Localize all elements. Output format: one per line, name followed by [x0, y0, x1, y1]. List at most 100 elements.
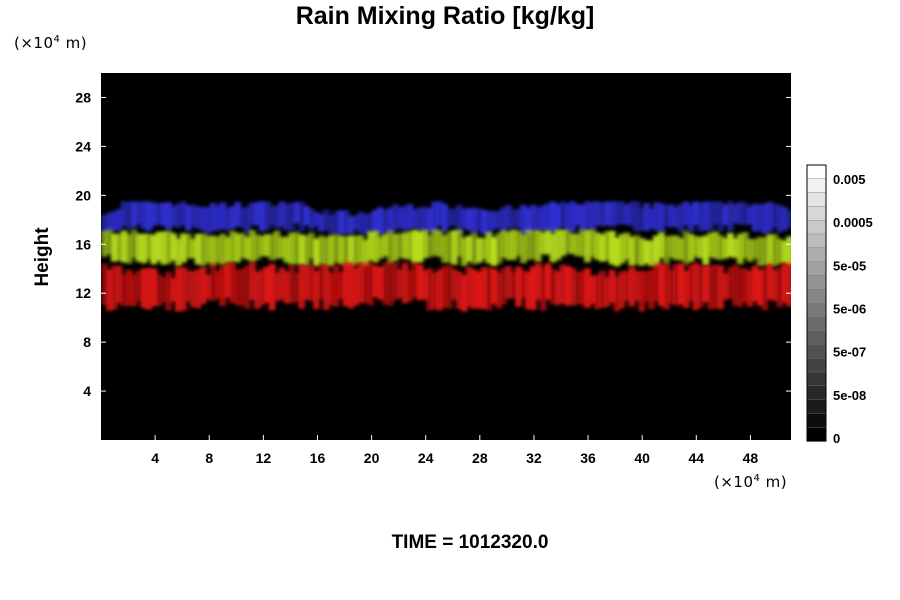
colorbar-swatch — [806, 371, 827, 387]
layer-cell — [372, 265, 380, 297]
layer-cell — [155, 273, 163, 307]
layer-cell — [712, 231, 720, 259]
layer-cell — [174, 203, 182, 228]
layer-cell — [539, 205, 547, 231]
layer-cell — [150, 234, 158, 265]
layer-cell — [322, 237, 330, 267]
layer-cell — [662, 204, 670, 227]
layer-cell — [761, 267, 769, 311]
layer-cell — [214, 205, 222, 231]
layer-cell — [288, 264, 296, 304]
layer-cell — [401, 232, 409, 259]
layer-cell — [416, 207, 424, 232]
layer-cell — [682, 271, 690, 309]
layer-cell — [362, 213, 370, 235]
layer-cell — [303, 235, 311, 267]
colorbar-label: 0.0005 — [833, 215, 873, 230]
layer-cell — [214, 236, 222, 263]
colorbar-swatch — [806, 344, 827, 359]
layer-cell — [682, 231, 690, 265]
layer-cell — [426, 207, 434, 233]
layer-cell — [687, 265, 695, 301]
layer-cell — [544, 263, 552, 300]
x-tick-label: 8 — [205, 450, 213, 466]
layer-cell — [505, 204, 513, 229]
layer-cell — [697, 265, 705, 308]
layer-cell — [662, 236, 670, 265]
layer-cell — [450, 208, 458, 227]
layer-cell — [776, 204, 784, 233]
colorbar-swatch — [806, 358, 827, 373]
layer-cell — [357, 262, 365, 303]
layer-cell — [672, 206, 680, 228]
layer-cell — [391, 262, 399, 301]
colorbar-label: 0 — [833, 431, 840, 446]
layer-cell — [554, 204, 562, 229]
layer-cell — [534, 263, 542, 300]
layer-cell — [293, 272, 301, 302]
layer-cell — [510, 209, 518, 228]
layer-cell — [510, 271, 518, 299]
layer-cell — [726, 201, 734, 232]
layer-cell — [505, 231, 513, 261]
layer-cell — [130, 201, 138, 228]
layer-cell — [460, 208, 468, 228]
layer-cell — [327, 214, 335, 235]
layer-cell — [638, 208, 646, 232]
layer-cell — [500, 207, 508, 234]
colorbar-swatch — [806, 206, 827, 221]
layer-cell — [722, 237, 729, 259]
layer-cell — [446, 231, 453, 263]
layer-cell — [377, 236, 384, 259]
layer-cell — [253, 234, 261, 260]
layer-cell — [288, 202, 296, 232]
x-tick-label: 48 — [743, 450, 759, 466]
layer-cell — [224, 207, 232, 231]
layer-cell — [332, 234, 340, 263]
layer-cell — [110, 265, 118, 310]
layer-cell — [524, 229, 532, 260]
layer-cell — [170, 206, 177, 227]
colorbar-swatch — [806, 178, 827, 194]
red-layer — [101, 262, 791, 312]
colorbar: 0.005 0.0005 5e-05 5e-06 5e-07 5e-08 0 — [806, 164, 873, 446]
layer-cell — [278, 236, 286, 259]
layer-cell — [554, 271, 562, 305]
layer-cell — [194, 206, 202, 229]
layer-cell — [372, 209, 380, 235]
layer-cell — [781, 206, 789, 231]
layer-cell — [692, 236, 700, 257]
layer-cell — [268, 234, 276, 261]
layer-cell — [574, 272, 582, 305]
layer-cell — [377, 207, 384, 235]
layer-cell — [416, 264, 424, 301]
layer-cell — [401, 262, 409, 304]
layer-cell — [170, 277, 177, 302]
layer-cell — [490, 237, 498, 266]
layer-cell — [367, 231, 375, 261]
layer-cell — [771, 203, 779, 228]
layer-cell — [593, 201, 601, 226]
layer-cell — [756, 236, 764, 267]
layer-cell — [515, 266, 522, 307]
layer-cell — [648, 208, 656, 229]
layer-cell — [209, 263, 217, 302]
layer-cell — [332, 211, 340, 235]
layer-cell — [524, 207, 532, 235]
y-tick-label: 12 — [75, 285, 91, 301]
colorbar-swatch — [806, 275, 827, 290]
layer-cell — [194, 269, 202, 309]
layer-cell — [539, 267, 547, 311]
layer-cell — [184, 205, 192, 231]
layer-cell — [352, 267, 360, 306]
layer-cell — [584, 229, 591, 263]
layer-cell — [771, 269, 779, 302]
layer-cell — [130, 229, 138, 259]
layer-cell — [337, 210, 345, 235]
layer-cell — [667, 204, 675, 228]
layer-cell — [657, 263, 665, 307]
layer-cell — [564, 230, 572, 254]
layer-cell — [786, 210, 791, 228]
